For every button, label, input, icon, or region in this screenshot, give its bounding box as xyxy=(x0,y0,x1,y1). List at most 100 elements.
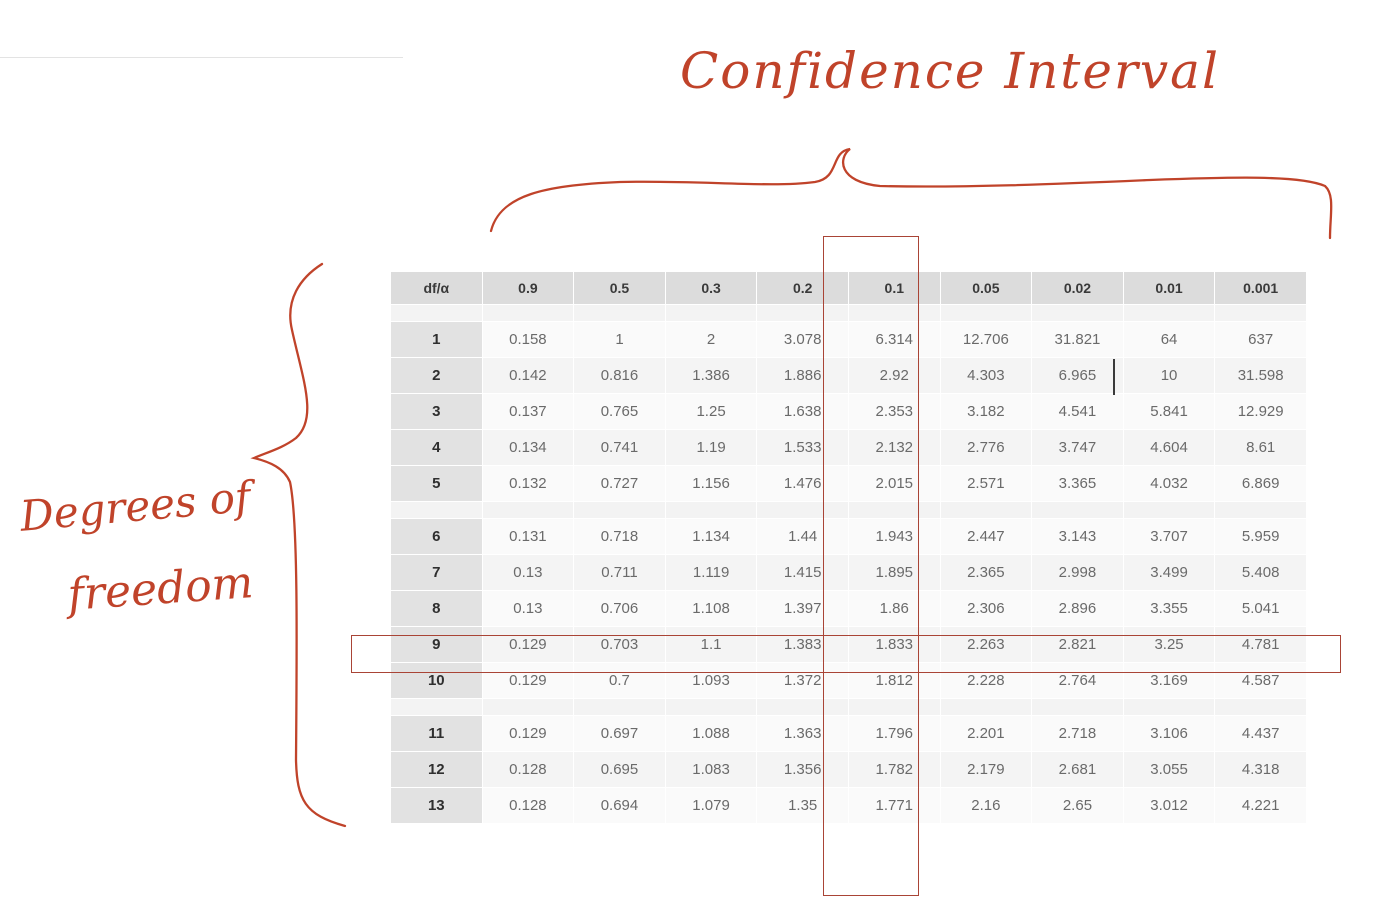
critical-value-cell: 1.134 xyxy=(664,518,758,555)
spacer-cell xyxy=(481,304,575,322)
header-alpha-col: 0.001 xyxy=(1214,271,1307,305)
critical-value-cell: 1 xyxy=(573,321,666,358)
critical-value-cell: 0.128 xyxy=(481,787,575,824)
critical-value-cell: 3.365 xyxy=(1031,465,1124,502)
header-alpha-col: 0.9 xyxy=(481,271,575,305)
critical-value-cell: 0.128 xyxy=(481,751,575,788)
critical-value-cell: 1.119 xyxy=(664,554,758,591)
critical-value-cell: 2.132 xyxy=(847,429,941,466)
critical-value-cell: 5.408 xyxy=(1214,554,1307,591)
confidence-interval-annotation: Confidence Interval xyxy=(680,42,1220,100)
critical-value-cell: 2.718 xyxy=(1031,715,1124,752)
critical-value-cell: 2.16 xyxy=(939,787,1033,824)
table-row: 5 0.132 0.727 1.156 1.476 2.015 2.571 3.365 4.03… xyxy=(390,465,1307,502)
spacer-cell xyxy=(573,698,666,716)
table-row: 13 0.128 0.694 1.079 1.35 1.771 2.16 2.65 3.012 4… xyxy=(390,787,1307,824)
critical-value-cell: 3.182 xyxy=(939,393,1033,430)
table-row: 2 0.142 0.816 1.386 1.886 2.92 4.303 6.965 10 31.… xyxy=(390,357,1307,394)
vertical-curly-brace xyxy=(250,262,347,828)
table-row: 8 0.13 0.706 1.108 1.397 1.86 2.306 2.896 3.355 5… xyxy=(390,590,1307,627)
header-alpha-col: 0.2 xyxy=(756,271,849,305)
critical-value-cell: 1.533 xyxy=(756,429,849,466)
critical-value-cell: 2.228 xyxy=(939,662,1033,699)
critical-value-cell: 31.821 xyxy=(1031,321,1124,358)
spacer-cell xyxy=(1122,304,1216,322)
critical-value-cell: 4.437 xyxy=(1214,715,1307,752)
critical-value-cell: 1.093 xyxy=(664,662,758,699)
critical-value-cell: 2.365 xyxy=(939,554,1033,591)
critical-value-cell: 5.959 xyxy=(1214,518,1307,555)
critical-value-cell: 4.303 xyxy=(939,357,1033,394)
critical-value-cell: 8.61 xyxy=(1214,429,1307,466)
header-alpha-col: 0.5 xyxy=(573,271,666,305)
header-alpha-col: 0.05 xyxy=(939,271,1033,305)
critical-value-cell: 0.711 xyxy=(573,554,666,591)
spacer-cell xyxy=(756,304,849,322)
critical-value-cell: 3.055 xyxy=(1122,751,1216,788)
spacer-cell xyxy=(939,698,1033,716)
df-cell: 3 xyxy=(390,393,483,430)
critical-value-cell: 4.221 xyxy=(1214,787,1307,824)
spacer-cell xyxy=(1031,698,1124,716)
spacer-cell xyxy=(481,501,575,519)
critical-value-cell: 4.781 xyxy=(1214,626,1307,663)
critical-value-cell: 4.604 xyxy=(1122,429,1216,466)
critical-value-cell: 0.694 xyxy=(573,787,666,824)
critical-value-cell: 5.841 xyxy=(1122,393,1216,430)
table-row: 4 0.134 0.741 1.19 1.533 2.132 2.776 3.747 4.604… xyxy=(390,429,1307,466)
critical-value-cell: 64 xyxy=(1122,321,1216,358)
critical-value-cell: 0.129 xyxy=(481,715,575,752)
table-row: 1 0.158 1 2 3.078 6.314 12.706 31.821 64 637 xyxy=(390,321,1307,358)
df-cell: 12 xyxy=(390,751,483,788)
df-cell: 10 xyxy=(390,662,483,699)
top-divider-line xyxy=(0,57,403,58)
critical-value-cell: 0.765 xyxy=(573,393,666,430)
text-cursor-mark xyxy=(1113,359,1115,395)
critical-value-cell: 6.314 xyxy=(847,321,941,358)
critical-value-cell: 3.355 xyxy=(1122,590,1216,627)
header-alpha-col: 0.3 xyxy=(664,271,758,305)
critical-value-cell: 0.816 xyxy=(573,357,666,394)
critical-value-cell: 3.747 xyxy=(1031,429,1124,466)
df-cell: 1 xyxy=(390,321,483,358)
critical-value-cell: 0.727 xyxy=(573,465,666,502)
critical-value-cell: 0.129 xyxy=(481,662,575,699)
critical-value-cell: 1.383 xyxy=(756,626,849,663)
critical-value-cell: 1.083 xyxy=(664,751,758,788)
critical-value-cell: 12.929 xyxy=(1214,393,1307,430)
critical-value-cell: 3.012 xyxy=(1122,787,1216,824)
spacer-cell xyxy=(1214,304,1307,322)
critical-value-cell: 4.541 xyxy=(1031,393,1124,430)
critical-value-cell: 0.13 xyxy=(481,554,575,591)
critical-value-cell: 1.397 xyxy=(756,590,849,627)
critical-value-cell: 2.015 xyxy=(847,465,941,502)
critical-value-cell: 1.886 xyxy=(756,357,849,394)
critical-value-cell: 1.25 xyxy=(664,393,758,430)
header-alpha-col: 0.02 xyxy=(1031,271,1124,305)
critical-value-cell: 0.741 xyxy=(573,429,666,466)
critical-value-cell: 1.156 xyxy=(664,465,758,502)
table-row: 9 0.129 0.703 1.1 1.383 1.833 2.263 2.821 3.25 4.… xyxy=(390,626,1307,663)
critical-value-cell: 1.782 xyxy=(847,751,941,788)
spacer-cell xyxy=(847,304,941,322)
critical-value-cell: 3.106 xyxy=(1122,715,1216,752)
critical-value-cell: 10 xyxy=(1122,357,1216,394)
critical-value-cell: 0.131 xyxy=(481,518,575,555)
table-row: 11 0.129 0.697 1.088 1.363 1.796 2.201 2.718 3.1… xyxy=(390,715,1307,752)
critical-value-cell: 0.695 xyxy=(573,751,666,788)
critical-value-cell: 0.134 xyxy=(481,429,575,466)
table-header-row: df/α 0.9 0.5 0.3 0.2 0.1 0.05 0.02 0.01 0.001 xyxy=(390,271,1307,305)
critical-value-cell: 1.771 xyxy=(847,787,941,824)
critical-value-cell: 2.353 xyxy=(847,393,941,430)
critical-value-cell: 1.86 xyxy=(847,590,941,627)
t-distribution-table: df/α 0.9 0.5 0.3 0.2 0.1 0.05 0.02 0.01 0.001 1 0.… xyxy=(390,271,1307,824)
spacer-cell xyxy=(390,698,483,716)
critical-value-cell: 3.707 xyxy=(1122,518,1216,555)
spacer-cell xyxy=(756,698,849,716)
horizontal-curly-brace xyxy=(489,147,1333,240)
confidence-column-highlight xyxy=(823,236,919,896)
critical-value-cell: 1.19 xyxy=(664,429,758,466)
critical-value-cell: 2.447 xyxy=(939,518,1033,555)
critical-value-cell: 12.706 xyxy=(939,321,1033,358)
spacer-cell xyxy=(573,501,666,519)
